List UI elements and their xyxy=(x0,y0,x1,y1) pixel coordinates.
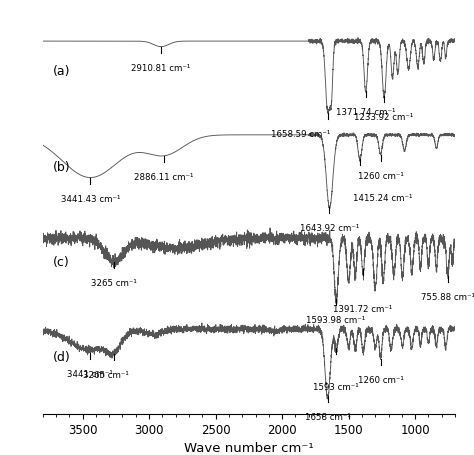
Text: 1658.59 cm⁻¹: 1658.59 cm⁻¹ xyxy=(271,130,330,139)
Text: 1415.24 cm⁻¹: 1415.24 cm⁻¹ xyxy=(353,194,413,203)
Text: 3441.43 cm⁻¹: 3441.43 cm⁻¹ xyxy=(61,195,120,203)
Text: 3441 cm⁻¹: 3441 cm⁻¹ xyxy=(67,369,113,379)
Text: 1391.72 cm⁻¹: 1391.72 cm⁻¹ xyxy=(333,304,393,313)
X-axis label: Wave number cm⁻¹: Wave number cm⁻¹ xyxy=(184,442,314,455)
Text: 1260 cm⁻¹: 1260 cm⁻¹ xyxy=(357,376,403,385)
Text: 2910.81 cm⁻¹: 2910.81 cm⁻¹ xyxy=(131,64,191,73)
Text: 1658 cm⁻¹: 1658 cm⁻¹ xyxy=(305,414,351,422)
Text: 3265 cm⁻¹: 3265 cm⁻¹ xyxy=(91,278,137,288)
Text: 1643.92 cm⁻¹: 1643.92 cm⁻¹ xyxy=(300,224,359,233)
Text: 1260 cm⁻¹: 1260 cm⁻¹ xyxy=(357,172,403,181)
Text: (a): (a) xyxy=(53,66,71,78)
Text: (d): (d) xyxy=(53,351,71,364)
Text: 1593 cm⁻¹: 1593 cm⁻¹ xyxy=(313,384,359,393)
Text: 2886.11 cm⁻¹: 2886.11 cm⁻¹ xyxy=(135,173,194,182)
Text: 1371.74 cm⁻¹: 1371.74 cm⁻¹ xyxy=(336,107,395,116)
Text: 1593.98 cm⁻¹: 1593.98 cm⁻¹ xyxy=(307,316,366,325)
Text: (b): (b) xyxy=(53,161,71,173)
Text: 3265 cm⁻¹: 3265 cm⁻¹ xyxy=(83,371,129,380)
Text: 1233.92 cm⁻¹: 1233.92 cm⁻¹ xyxy=(355,113,414,122)
Text: (c): (c) xyxy=(53,256,70,268)
Text: 755.88 cm⁻¹: 755.88 cm⁻¹ xyxy=(420,293,474,302)
